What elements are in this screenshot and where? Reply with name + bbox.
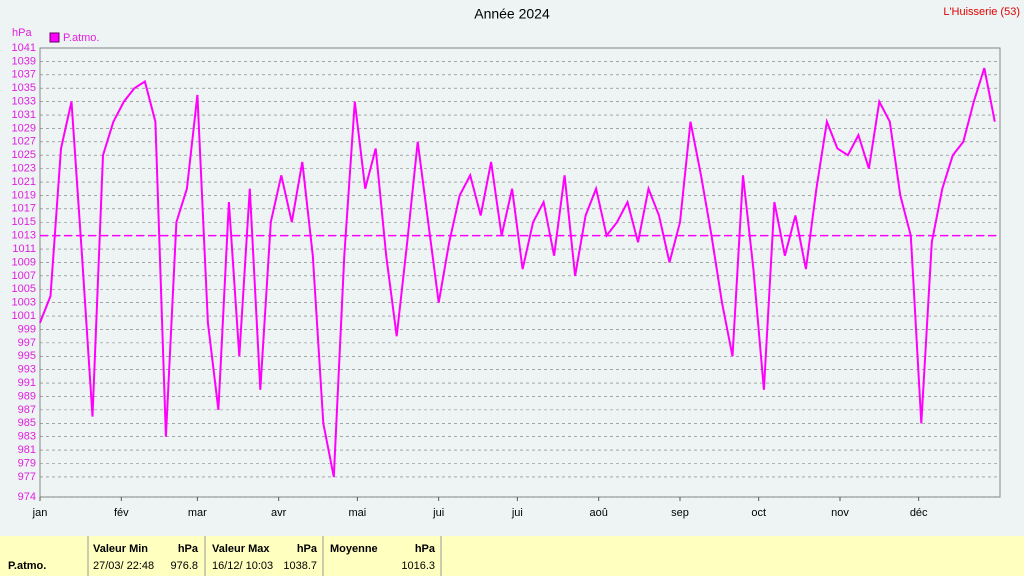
y-tick-label: 999 bbox=[18, 323, 36, 335]
y-tick-label: 1007 bbox=[12, 270, 36, 282]
station: L'Huisserie (53) bbox=[943, 6, 1020, 18]
x-tick-label: aoû bbox=[590, 507, 608, 519]
min-date: 27/03/ 22:48 bbox=[93, 560, 154, 572]
x-tick-label: jui bbox=[511, 507, 523, 519]
y-tick-label: 1011 bbox=[12, 243, 36, 255]
x-tick-label: fév bbox=[114, 507, 129, 519]
min-unit: hPa bbox=[178, 543, 199, 555]
plot-area bbox=[39, 47, 1001, 498]
y-tick-label: 1013 bbox=[12, 230, 36, 242]
y-tick-label: 1029 bbox=[12, 122, 36, 134]
max-value: 1038.7 bbox=[283, 560, 317, 572]
mean-unit: hPa bbox=[415, 543, 436, 555]
y-tick-label: 1015 bbox=[12, 216, 36, 228]
x-tick-label: sep bbox=[671, 507, 689, 519]
x-tick-label: avr bbox=[271, 507, 287, 519]
y-tick-label: 991 bbox=[18, 377, 36, 389]
x-tick-label: jan bbox=[32, 507, 48, 519]
y-tick-label: 1031 bbox=[12, 109, 36, 121]
y-tick-label: 983 bbox=[18, 431, 36, 443]
y-tick-label: 981 bbox=[18, 444, 36, 456]
summary-dividers bbox=[87, 536, 442, 576]
x-tick-label: mar bbox=[188, 507, 207, 519]
y-tick-label: 1039 bbox=[12, 55, 36, 67]
legend-label: P.atmo. bbox=[63, 32, 100, 44]
y-tick-label: 1023 bbox=[12, 163, 36, 175]
x-tick-label: jui bbox=[432, 507, 444, 519]
x-tick-label: déc bbox=[910, 507, 928, 519]
max-unit: hPa bbox=[297, 543, 318, 555]
chart-title: Année 2024 bbox=[474, 6, 550, 22]
y-tick-label: 987 bbox=[18, 404, 36, 416]
summary-series: P.atmo. bbox=[8, 560, 46, 572]
y-tick-label: 1009 bbox=[12, 256, 36, 268]
y-tick-label: 985 bbox=[18, 417, 36, 429]
y-tick-label: 997 bbox=[18, 337, 36, 349]
y-tick-label: 1041 bbox=[12, 42, 36, 54]
y-tick-label: 1037 bbox=[12, 69, 36, 81]
mean-header: Moyenne bbox=[330, 543, 378, 555]
max-header: Valeur Max bbox=[212, 543, 270, 555]
y-tick-label: 977 bbox=[18, 471, 36, 483]
y-tick-label: 989 bbox=[18, 390, 36, 402]
y-tick-label: 1035 bbox=[12, 82, 36, 94]
series-line bbox=[39, 67, 996, 478]
summary-bar bbox=[0, 536, 1024, 576]
x-tick-label: mai bbox=[349, 507, 367, 519]
y-tick-label: 995 bbox=[18, 350, 36, 362]
min-header: Valeur Min bbox=[93, 543, 148, 555]
x-tick-label: oct bbox=[751, 507, 766, 519]
y-tick-label: 1001 bbox=[12, 310, 36, 322]
y-tick-label: 1021 bbox=[12, 176, 36, 188]
y-tick-label: 1019 bbox=[12, 189, 36, 201]
y-tick-label: 1025 bbox=[12, 149, 36, 161]
y-tick-label: 974 bbox=[18, 491, 36, 503]
y-tick-label: 979 bbox=[18, 457, 36, 469]
min-value: 976.8 bbox=[170, 560, 198, 572]
x-tick-label: nov bbox=[831, 507, 849, 519]
y-tick-label: 1027 bbox=[12, 136, 36, 148]
mean-value: 1016.3 bbox=[401, 560, 435, 572]
legend-swatch bbox=[49, 32, 60, 43]
y-tick-label: 1003 bbox=[12, 297, 36, 309]
y-tick-label: 1017 bbox=[12, 203, 36, 215]
y-tick-label: 1005 bbox=[12, 283, 36, 295]
y-axis-label: hPa bbox=[12, 27, 32, 39]
y-tick-label: 1033 bbox=[12, 96, 36, 108]
max-date: 16/12/ 10:03 bbox=[212, 560, 273, 572]
y-tick-label: 993 bbox=[18, 364, 36, 376]
